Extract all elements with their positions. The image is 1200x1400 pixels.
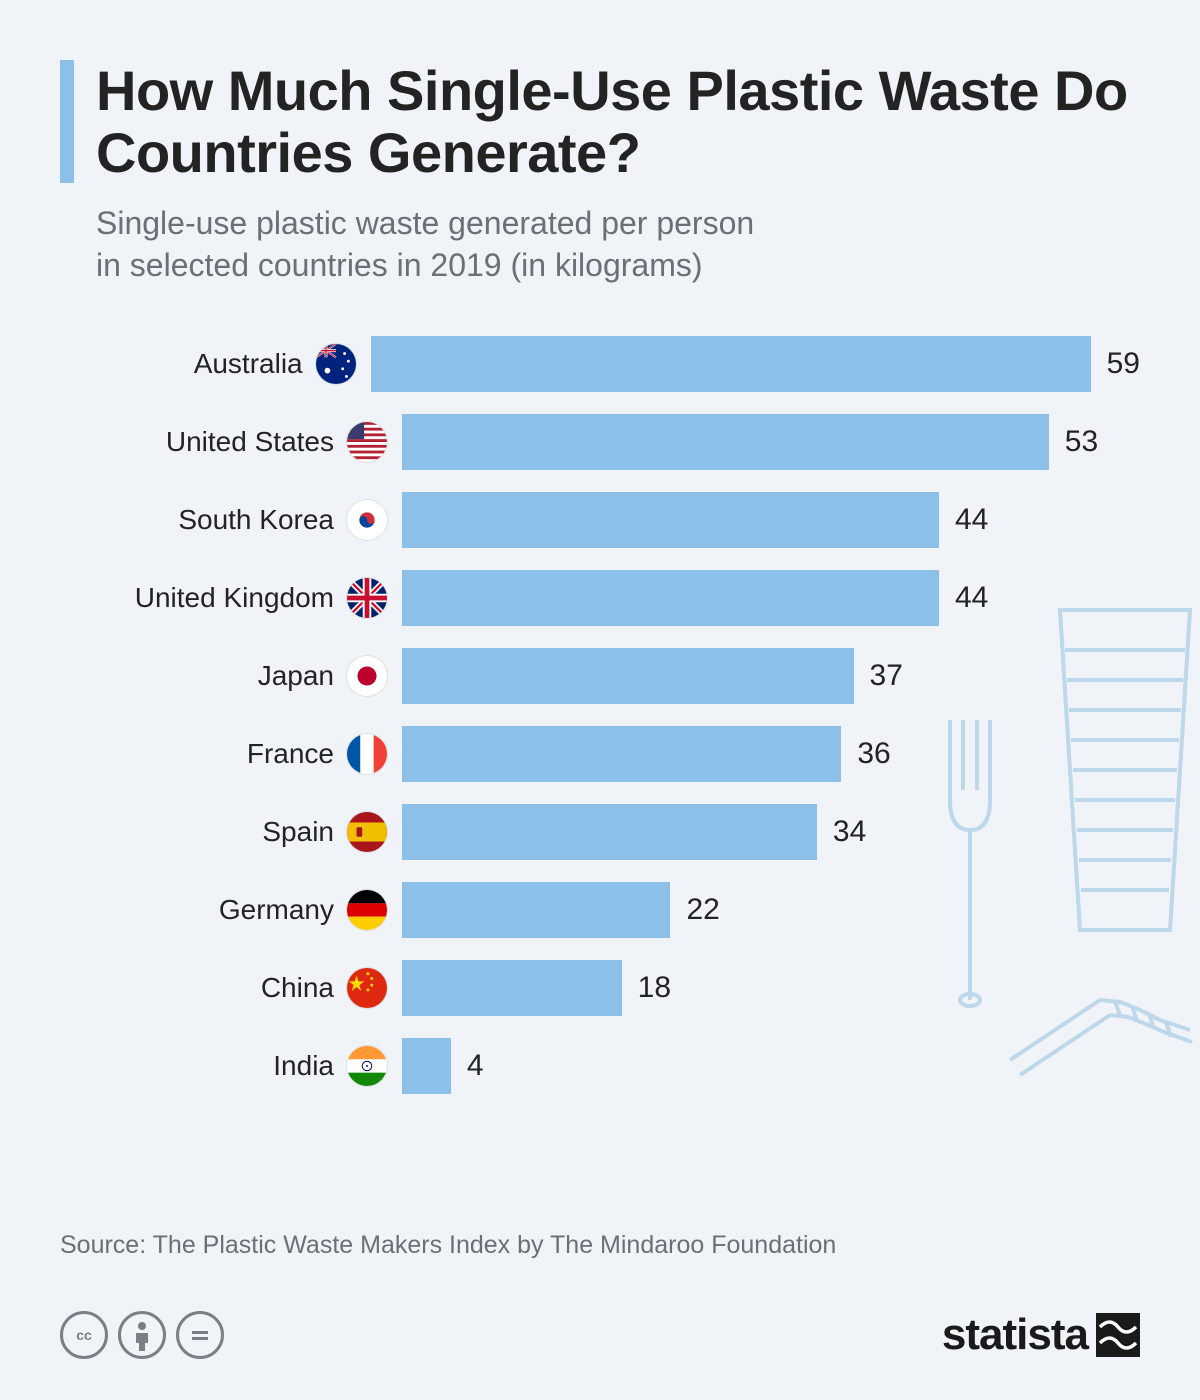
source-text: Source: The Plastic Waste Makers Index b… xyxy=(60,1231,836,1260)
subtitle-line2: in selected countries in 2019 (in kilogr… xyxy=(96,247,703,283)
chart-row: India 4 xyxy=(96,1038,1140,1094)
footer: cc statista xyxy=(60,1310,1140,1360)
chart-subtitle: Single-use plastic waste generated per p… xyxy=(96,203,1140,286)
country-label: Australia xyxy=(96,348,315,380)
country-label: India xyxy=(96,1050,346,1082)
bar-value: 44 xyxy=(955,503,988,537)
bar-wrap: 37 xyxy=(402,648,1140,704)
bar xyxy=(402,648,854,704)
chart-row: Germany 22 xyxy=(96,882,1140,938)
by-icon xyxy=(118,1311,166,1359)
title-block: How Much Single-Use Plastic Waste Do Cou… xyxy=(60,60,1140,183)
bar xyxy=(402,414,1049,470)
cc-icon: cc xyxy=(60,1311,108,1359)
chart-row: Japan 37 xyxy=(96,648,1140,704)
title-accent-bar xyxy=(60,60,74,183)
flag-icon-in xyxy=(346,1045,388,1087)
bar-value: 34 xyxy=(833,815,866,849)
country-label: United Kingdom xyxy=(96,582,346,614)
bar-chart: Australia 59 United States 53 South Kore… xyxy=(96,336,1140,1094)
chart-row: France 36 xyxy=(96,726,1140,782)
country-label: Spain xyxy=(96,816,346,848)
bar xyxy=(402,804,817,860)
svg-text:cc: cc xyxy=(76,1327,92,1343)
flag-icon-fr xyxy=(346,733,388,775)
statista-wave-icon xyxy=(1096,1313,1140,1357)
country-label: South Korea xyxy=(96,504,346,536)
flag-icon-es xyxy=(346,811,388,853)
flag-icon-de xyxy=(346,889,388,931)
bar-wrap: 53 xyxy=(402,414,1140,470)
nd-icon xyxy=(176,1311,224,1359)
statista-brand: statista xyxy=(942,1310,1140,1360)
bar-wrap: 34 xyxy=(402,804,1140,860)
chart-row: United States 53 xyxy=(96,414,1140,470)
bar-value: 37 xyxy=(870,659,903,693)
bar-wrap: 18 xyxy=(402,960,1140,1016)
bar-wrap: 22 xyxy=(402,882,1140,938)
bar-value: 44 xyxy=(955,581,988,615)
country-label: Japan xyxy=(96,660,346,692)
flag-icon-us xyxy=(346,421,388,463)
flag-icon-cn xyxy=(346,967,388,1009)
bar-wrap: 4 xyxy=(402,1038,1140,1094)
bar xyxy=(402,882,670,938)
bar-value: 18 xyxy=(638,971,671,1005)
bar-value: 59 xyxy=(1107,347,1140,381)
license-icons: cc xyxy=(60,1311,224,1359)
bar-value: 36 xyxy=(857,737,890,771)
bar-value: 4 xyxy=(467,1049,484,1083)
brand-text: statista xyxy=(942,1310,1088,1360)
flag-icon-kr xyxy=(346,499,388,541)
country-label: Germany xyxy=(96,894,346,926)
country-label: China xyxy=(96,972,346,1004)
bar-value: 22 xyxy=(686,893,719,927)
bar-wrap: 59 xyxy=(371,336,1140,392)
bar-wrap: 36 xyxy=(402,726,1140,782)
flag-icon-uk xyxy=(346,577,388,619)
chart-title: How Much Single-Use Plastic Waste Do Cou… xyxy=(96,60,1140,183)
country-label: France xyxy=(96,738,346,770)
subtitle-line1: Single-use plastic waste generated per p… xyxy=(96,205,754,241)
bar xyxy=(371,336,1091,392)
country-label: United States xyxy=(96,426,346,458)
chart-row: South Korea 44 xyxy=(96,492,1140,548)
bar xyxy=(402,492,939,548)
bar xyxy=(402,960,622,1016)
flag-icon-au xyxy=(315,343,357,385)
chart-row: China 18 xyxy=(96,960,1140,1016)
bar xyxy=(402,726,841,782)
bar xyxy=(402,1038,451,1094)
bar-wrap: 44 xyxy=(402,492,1140,548)
chart-row: United Kingdom 44 xyxy=(96,570,1140,626)
bar-wrap: 44 xyxy=(402,570,1140,626)
chart-row: Spain 34 xyxy=(96,804,1140,860)
chart-row: Australia 59 xyxy=(96,336,1140,392)
bar-value: 53 xyxy=(1065,425,1098,459)
bar xyxy=(402,570,939,626)
flag-icon-jp xyxy=(346,655,388,697)
